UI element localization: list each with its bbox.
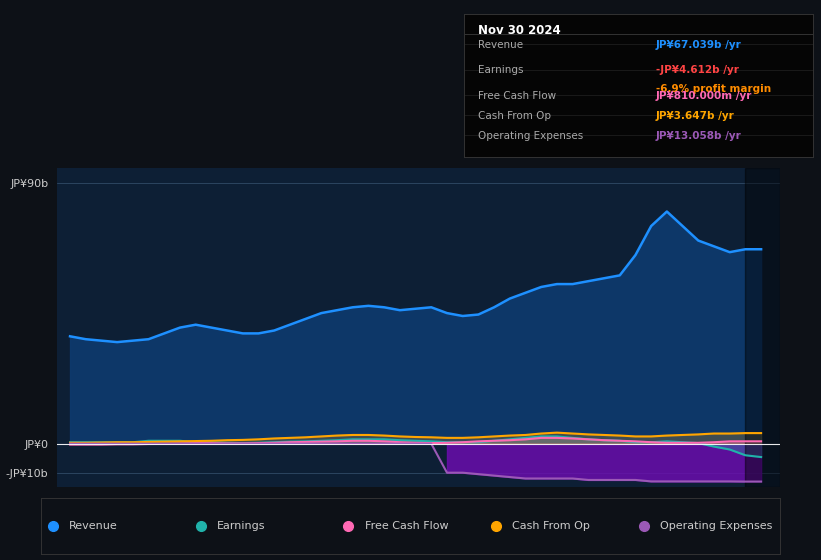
Text: JP¥3.647b /yr: JP¥3.647b /yr <box>656 111 735 121</box>
Text: Free Cash Flow: Free Cash Flow <box>365 521 448 531</box>
Text: Cash From Op: Cash From Op <box>512 521 590 531</box>
Text: JP¥810.000m /yr: JP¥810.000m /yr <box>656 91 752 101</box>
Text: -JP¥4.612b /yr: -JP¥4.612b /yr <box>656 66 739 76</box>
Text: JP¥67.039b /yr: JP¥67.039b /yr <box>656 40 741 50</box>
Text: Revenue: Revenue <box>478 40 523 50</box>
Text: Cash From Op: Cash From Op <box>478 111 551 121</box>
Text: -6.9% profit margin: -6.9% profit margin <box>656 84 771 94</box>
Text: Free Cash Flow: Free Cash Flow <box>478 91 556 101</box>
Bar <box>745 168 780 487</box>
Text: Nov 30 2024: Nov 30 2024 <box>478 24 561 37</box>
Text: Operating Expenses: Operating Expenses <box>478 131 583 141</box>
Text: JP¥13.058b /yr: JP¥13.058b /yr <box>656 131 741 141</box>
Text: Earnings: Earnings <box>478 66 523 76</box>
Text: Revenue: Revenue <box>69 521 118 531</box>
Text: Operating Expenses: Operating Expenses <box>660 521 773 531</box>
Text: Earnings: Earnings <box>217 521 265 531</box>
